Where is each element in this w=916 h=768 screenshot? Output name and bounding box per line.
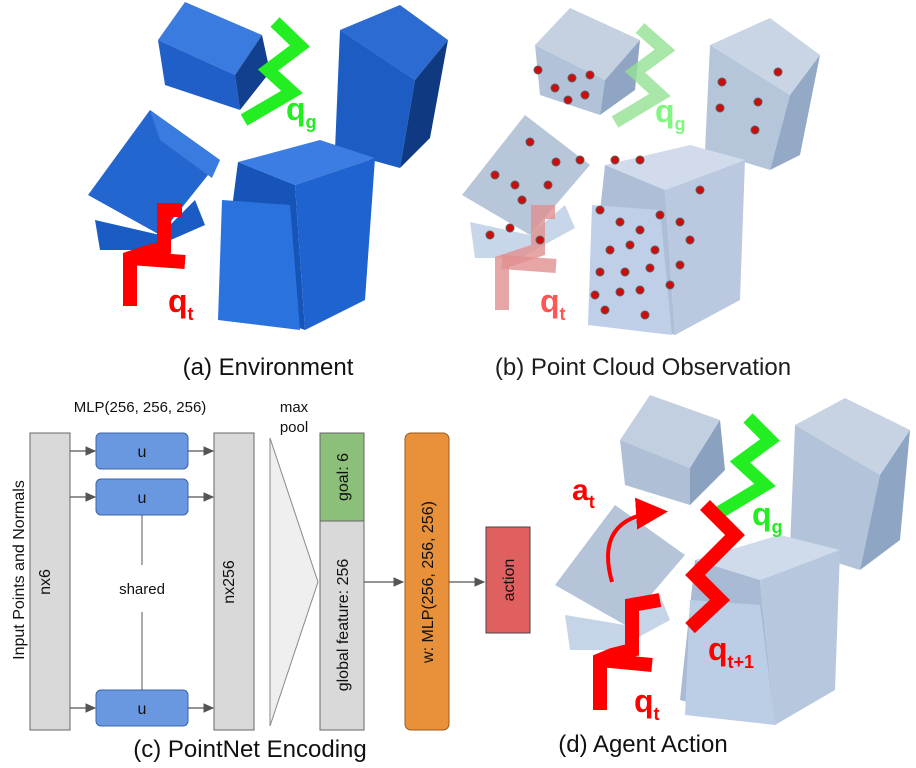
input-block-label: nx6 (37, 569, 54, 595)
point-markers (485, 65, 783, 320)
next-shape (685, 500, 745, 634)
environment-panel: qg qt (a) Environment (88, 2, 448, 381)
unit-label-3: u (138, 701, 147, 718)
curved-arrow-icon (606, 497, 668, 583)
shared-label: shared (119, 581, 165, 598)
point-cloud-panel: qg qt (b) Point Cloud Observation (462, 8, 820, 381)
global-feature-label: global feature: 256 (335, 559, 352, 692)
caption-b: (b) Point Cloud Observation (495, 354, 791, 381)
mlp-label: MLP(256, 256, 256) (74, 399, 207, 416)
action-block (485, 526, 531, 634)
action-symbol: at (572, 474, 595, 512)
goal-symbol: qg (286, 91, 317, 132)
unit-label-2: u (138, 490, 147, 507)
max-pool-funnel (269, 437, 319, 727)
current-symbol: qt (168, 283, 194, 324)
input-label: Input Points and Normals (11, 480, 28, 660)
hidden-block-label: nx256 (221, 560, 238, 604)
w-mlp-label: w: MLP(256, 256, 256) (420, 501, 437, 664)
current-symbol-d: qt (634, 683, 660, 724)
pool-label-1: max (280, 399, 309, 416)
goal-shape (240, 17, 311, 126)
goal-symbol-d: qg (752, 496, 783, 537)
unit-label-1: u (138, 444, 147, 461)
caption-d: (d) Agent Action (558, 731, 727, 758)
goal-block-label: goal: 6 (335, 453, 352, 501)
goal-symbol-b: qg (655, 93, 686, 134)
goal-shape-d (716, 413, 780, 518)
global-feature-block (319, 520, 365, 731)
action-block-label: action (501, 559, 518, 602)
pointnet-encoding-panel: Input Points and Normals nx6 MLP(256, 25… (11, 399, 531, 763)
current-symbol-b: qt (540, 283, 566, 324)
agent-action-panel: at qg qt+1 qt (d) Agent Action (555, 395, 910, 758)
input-block (29, 432, 71, 731)
hidden-block (213, 432, 255, 731)
caption-c: (c) PointNet Encoding (133, 736, 366, 763)
next-symbol: qt+1 (708, 631, 754, 672)
pool-label-2: pool (280, 419, 308, 436)
goal-block (319, 432, 365, 522)
caption-a: (a) Environment (183, 354, 354, 381)
current-shape-d (593, 593, 662, 710)
current-shape (123, 203, 186, 306)
